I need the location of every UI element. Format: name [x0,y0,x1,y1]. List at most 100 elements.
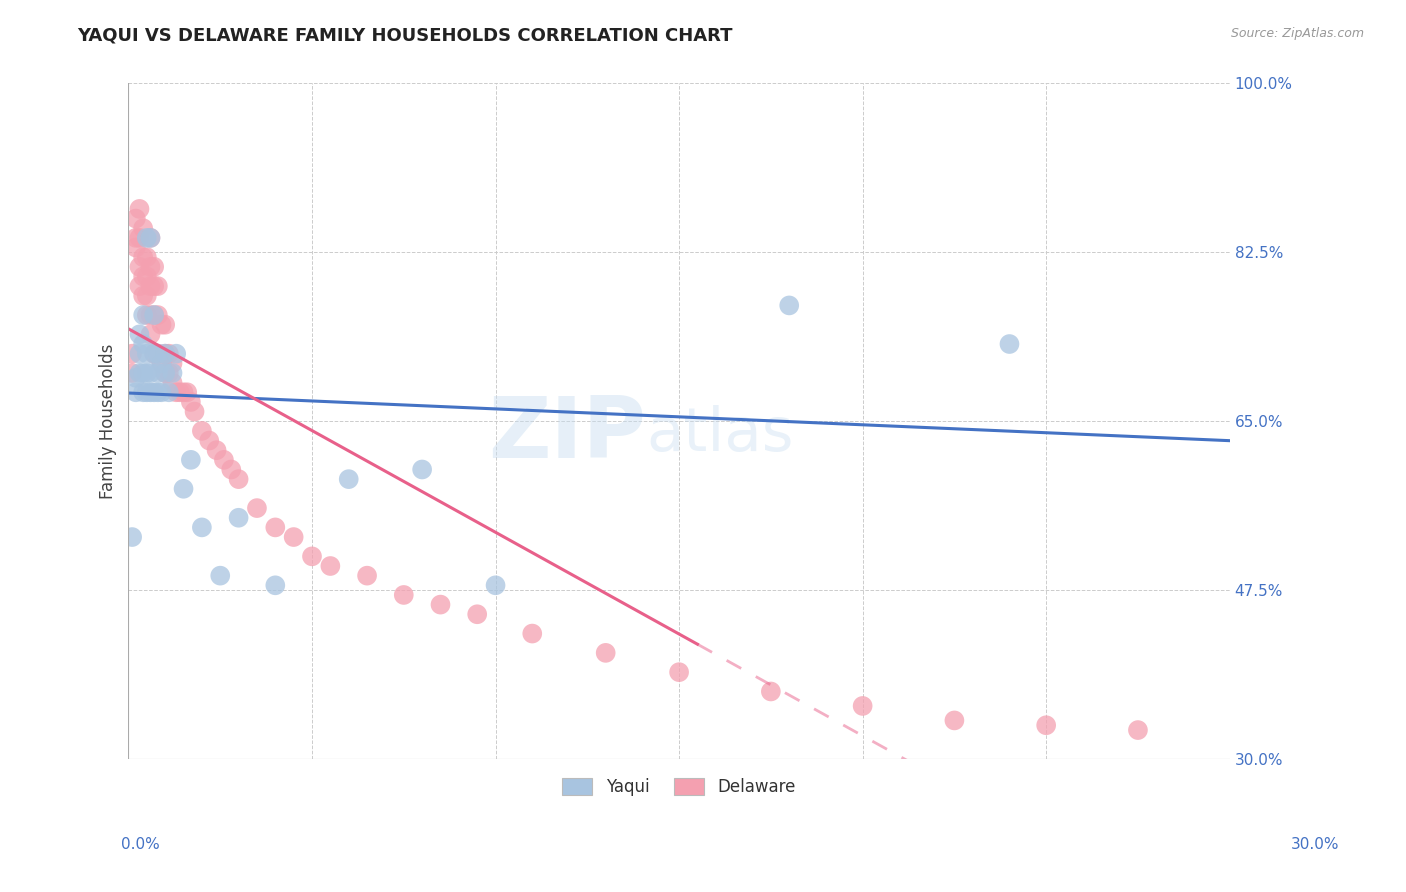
Point [180,453,202,467]
Point [128,279,150,293]
Point [173,385,195,400]
Point [484,578,506,592]
Point [143,279,166,293]
Point [1126,723,1149,737]
Point [356,568,378,582]
Point [429,598,451,612]
Point [139,279,162,293]
Point [125,385,148,400]
Point [132,337,155,351]
Point [191,520,214,534]
Point [150,318,173,332]
Point [264,520,287,534]
Point [183,404,205,418]
Point [157,366,180,380]
Point [121,366,143,380]
Point [180,395,202,409]
Point [162,376,184,390]
Point [522,626,544,640]
Point [128,327,150,342]
Point [146,308,169,322]
Point [998,337,1021,351]
Point [143,346,166,360]
Point [157,385,180,400]
Text: 30.0%: 30.0% [1291,837,1339,852]
Point [150,356,173,370]
Point [943,714,966,728]
Point [132,250,155,264]
Point [135,250,157,264]
Point [143,308,166,322]
Point [212,453,235,467]
Point [143,385,166,400]
Point [153,366,176,380]
Point [198,434,221,448]
Text: Source: ZipAtlas.com: Source: ZipAtlas.com [1230,27,1364,40]
Text: YAQUI VS DELAWARE FAMILY HOUSEHOLDS CORRELATION CHART: YAQUI VS DELAWARE FAMILY HOUSEHOLDS CORR… [77,27,733,45]
Text: ZIP: ZIP [488,393,647,476]
Point [465,607,488,622]
Point [392,588,415,602]
Point [128,231,150,245]
Point [219,462,242,476]
Point [228,472,250,486]
Point [191,424,214,438]
Point [125,211,148,226]
Text: 0.0%: 0.0% [121,837,160,852]
Point [125,240,148,254]
Point [139,231,162,245]
Point [146,385,169,400]
Point [125,371,148,385]
Point [143,346,166,360]
Point [153,346,176,360]
Text: atlas: atlas [647,405,793,464]
Point [162,366,184,380]
Point [157,346,180,360]
Point [135,289,157,303]
Point [165,346,187,360]
Point [337,472,360,486]
Y-axis label: Family Households: Family Households [100,343,117,499]
Point [132,269,155,284]
Point [132,385,155,400]
Point [135,385,157,400]
Point [246,501,269,516]
Point [153,346,176,360]
Point [146,279,169,293]
Point [264,578,287,592]
Point [132,221,155,235]
Point [228,510,250,524]
Point [128,366,150,380]
Point [759,684,782,698]
Point [139,385,162,400]
Point [165,385,187,400]
Point [139,308,162,322]
Point [150,356,173,370]
Point [153,318,176,332]
Point [121,346,143,360]
Point [283,530,305,544]
Point [852,698,875,713]
Point [668,665,690,680]
Point [595,646,617,660]
Point [319,559,342,574]
Point [301,549,323,564]
Point [132,308,155,322]
Point [173,482,195,496]
Point [778,298,800,312]
Point [132,366,155,380]
Point [146,346,169,360]
Point [139,231,162,245]
Point [139,260,162,274]
Point [146,366,169,380]
Point [135,231,157,245]
Point [132,289,155,303]
Point [139,366,162,380]
Point [135,269,157,284]
Point [162,356,184,370]
Point [135,366,157,380]
Point [169,385,191,400]
Point [121,530,143,544]
Point [153,366,176,380]
Legend: Yaqui, Delaware: Yaqui, Delaware [554,770,804,805]
